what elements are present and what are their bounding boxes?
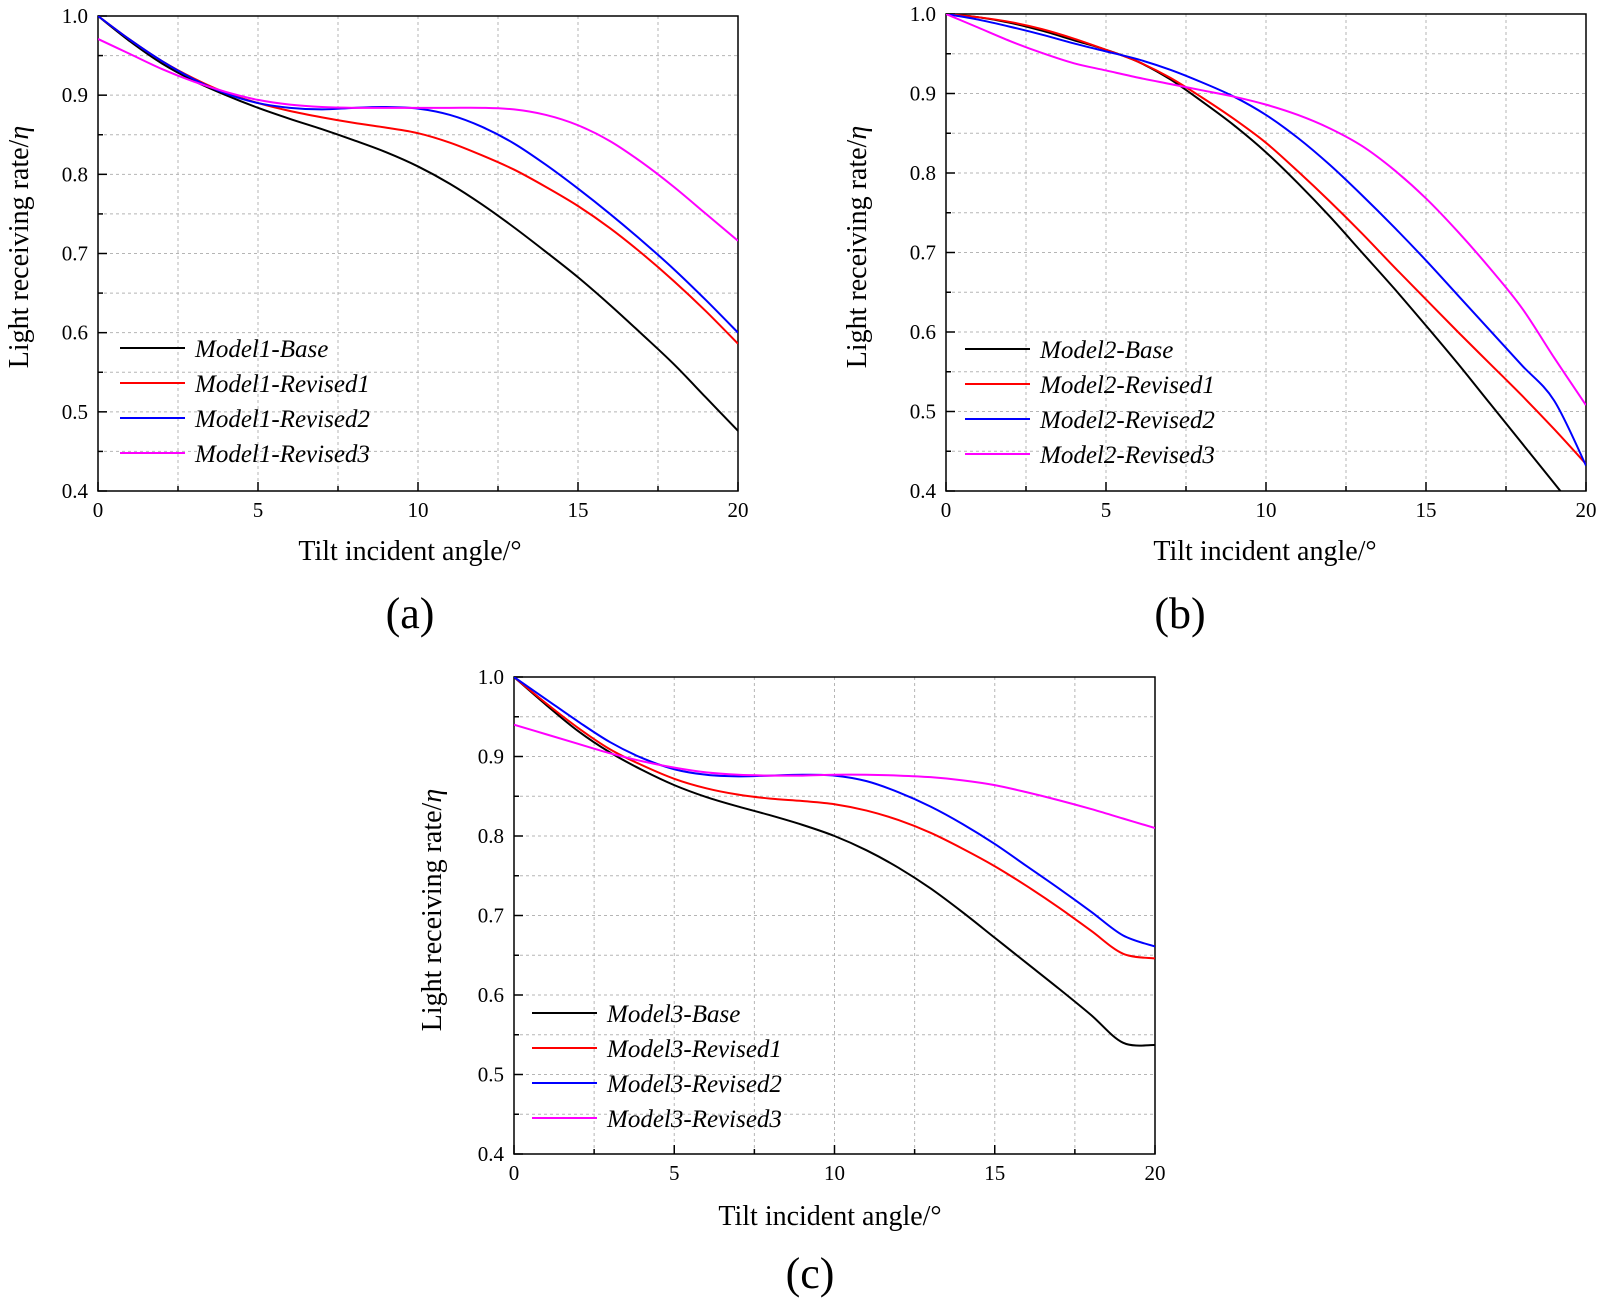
x-tick-label: 5: [1101, 498, 1112, 522]
x-tick-label: 20: [1576, 498, 1597, 522]
x-tick-label: 15: [984, 1161, 1005, 1185]
x-tick-label: 0: [941, 498, 952, 522]
x-axis-title: Tilt incident angle/°: [718, 1201, 941, 1232]
series-group: [514, 677, 1155, 1047]
grid: [98, 16, 738, 491]
series-line-model3-revised3: [514, 723, 1155, 830]
y-tick-label: 0.6: [478, 983, 504, 1007]
y-tick-label: 0.9: [62, 83, 88, 107]
y-tick-label: 0.9: [478, 745, 504, 769]
x-tick-label: 10: [408, 498, 429, 522]
legend-label: Model2-Revised1: [1039, 372, 1215, 399]
legend: Model1-Base Model1-Revised1 Model1-Revised…: [120, 336, 370, 468]
legend-label: Model3-Revised2: [606, 1071, 782, 1098]
series-group: [946, 14, 1586, 491]
legend-label: Model1-Revised3: [194, 441, 370, 468]
panel-label: (b): [1154, 589, 1205, 638]
legend: Model3-Base Model3-Revised1 Model3-Revised…: [532, 1001, 782, 1133]
y-tick-label: 0.5: [62, 400, 88, 424]
y-tick-label: 0.8: [910, 161, 936, 185]
y-tick-label: 0.4: [62, 479, 89, 503]
y-tick-label: 1.0: [478, 665, 504, 689]
legend-label: Model3-Revised1: [606, 1036, 782, 1063]
legend-label: Model2-Base: [1039, 337, 1173, 364]
grid: [946, 14, 1586, 491]
axis-ticks: [97, 15, 739, 492]
y-tick-label: 0.6: [62, 321, 88, 345]
panel-label: (c): [786, 1249, 835, 1298]
x-tick-label: 5: [669, 1161, 680, 1185]
grid: [514, 677, 1155, 1154]
x-tick-label: 0: [509, 1161, 520, 1185]
x-axis-title: Tilt incident angle/°: [1153, 536, 1376, 567]
y-tick-label: 0.9: [910, 82, 936, 106]
panel-c: Light receiving rate/η Tilt incident ang…: [417, 665, 1166, 1298]
y-tick-label: 0.8: [478, 824, 504, 848]
series-group: [98, 16, 738, 432]
x-tick-label: 15: [1416, 498, 1437, 522]
x-tick-label: 20: [728, 498, 749, 522]
y-axis-title: Light receiving rate/η: [4, 126, 35, 368]
y-tick-label: 0.7: [910, 241, 936, 265]
x-tick-label: 10: [1256, 498, 1277, 522]
y-tick-label: 0.7: [62, 242, 88, 266]
legend-label: Model1-Base: [194, 336, 328, 363]
y-tick-label: 0.5: [478, 1063, 504, 1087]
series-line-model3-base: [514, 677, 1155, 1047]
legend-label: Model1-Revised2: [194, 406, 370, 433]
legend-label: Model3-Base: [606, 1001, 740, 1028]
y-tick-label: 0.7: [478, 904, 504, 928]
panel-a: Light receiving rate/η Tilt incident ang…: [4, 4, 749, 638]
panel-b: Light receiving rate/η Tilt incident ang…: [842, 2, 1597, 638]
x-tick-label: 20: [1145, 1161, 1166, 1185]
y-tick-label: 0.4: [910, 479, 937, 503]
y-axis-title: Light receiving rate/η: [842, 126, 873, 368]
axis-ticks: [513, 676, 1156, 1155]
x-tick-label: 0: [93, 498, 104, 522]
series-line-model2-revised2: [946, 14, 1586, 467]
y-tick-label: 0.4: [478, 1142, 505, 1166]
x-tick-label: 5: [253, 498, 264, 522]
series-line-model2-revised3: [946, 14, 1586, 406]
legend-label: Model1-Revised1: [194, 371, 370, 398]
y-tick-label: 1.0: [62, 4, 88, 28]
y-tick-label: 0.6: [910, 320, 936, 344]
series-line-model3-revised1: [514, 677, 1155, 960]
x-tick-label: 15: [568, 498, 589, 522]
x-tick-label: 10: [824, 1161, 845, 1185]
y-tick-label: 0.5: [910, 400, 936, 424]
legend-label: Model2-Revised3: [1039, 442, 1215, 469]
legend-label: Model2-Revised2: [1039, 407, 1215, 434]
legend-label: Model3-Revised3: [606, 1106, 782, 1133]
legend: Model2-Base Model2-Revised1 Model2-Revised…: [965, 337, 1215, 469]
panel-label: (a): [386, 589, 435, 638]
x-axis-title: Tilt incident angle/°: [298, 536, 521, 567]
y-axis-title: Light receiving rate/η: [417, 789, 448, 1031]
y-tick-label: 1.0: [910, 2, 936, 26]
series-line-model2-revised1: [946, 14, 1586, 465]
series-line-model2-base: [946, 14, 1562, 491]
y-tick-label: 0.8: [62, 162, 88, 186]
series-line-model1-revised3: [98, 38, 738, 242]
